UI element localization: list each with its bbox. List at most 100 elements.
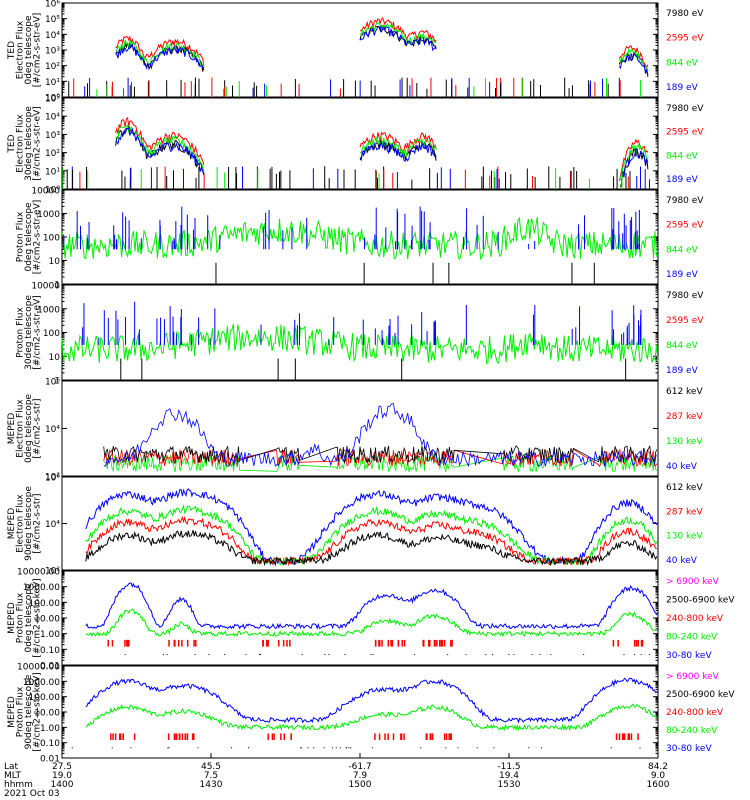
y-tick-label: 10⁰ [45,186,60,196]
y-axis-label-line: [#/cm2-s-str-eV] [33,13,43,88]
y-axis-label-line: [#/cm2-s-str] [33,398,43,458]
legend-entry: 80-240 keV [666,633,718,643]
y-tick-label: 10³ [45,131,60,141]
x-row-label: MLT [4,771,22,781]
flux-dot [194,654,196,656]
flux-dot [370,654,372,656]
flux-dot [197,747,199,749]
x-tick-lat: 45.5 [201,762,221,772]
y-tick-label: 10⁶ [45,378,60,388]
legend-entry: 30-80 keV [666,651,712,661]
flux-dot [457,747,459,749]
legend-entry: 2595 eV [666,316,704,326]
x-tick-hhmm: 1500 [349,780,372,790]
flux-dot [528,747,530,749]
flux-trace [103,453,658,473]
panel-data [103,403,658,473]
y-axis-label-line: Proton Flux [16,307,26,358]
x-tick-lat: -61.7 [348,762,371,772]
panel-data [61,17,649,97]
legend-entry: 612 keV [666,387,703,397]
y-tick-label: 10⁶ [45,474,60,484]
flux-trace [620,147,649,181]
panel-data [61,301,659,380]
flux-trace [85,677,658,724]
y-tick-label: 10⁴ [45,520,60,530]
panel-7: 0.01 0.10 1.00 10.00 100.00 1000.00 10000.00 ME… [7,568,735,672]
x-tick-lat: 27.5 [52,762,72,772]
legend-entry: 7980 eV [666,104,704,114]
flux-dot [328,654,330,656]
y-axis-label-line: [#/cm2-s-str-keV] [33,672,43,751]
y-tick-label: 100.00 [29,599,61,609]
flux-dot [540,747,542,749]
flux-dot [300,747,302,749]
flux-dot [224,654,226,656]
flux-trace [359,140,437,162]
y-axis-label-line: Electron Flux [16,399,26,458]
x-tick-mlt: 19.0 [52,771,72,781]
flux-trace [115,127,205,176]
legend-entry: 189 eV [666,83,699,93]
y-tick-label: 10¹ [45,167,60,177]
legend-entry: 2500-6900 keV [666,690,735,700]
flux-dot [583,654,585,656]
flux-trace [85,504,658,567]
y-tick-label: 10⁰ [45,94,60,104]
flux-dot [445,747,447,749]
x-tick-hhmm: 1430 [200,780,223,790]
y-axis-label-line: MEPED [7,696,17,728]
legend-entry: 7980 eV [666,196,704,206]
flux-dot [300,747,302,749]
y-axis-label-line: 30deg telescope [24,106,34,181]
legend-entry: 189 eV [666,270,699,280]
legend-entry: 844 eV [666,58,699,68]
flux-dot [413,654,415,656]
y-axis-label-line: 0deg telescope [24,394,34,464]
flux-trace [85,608,657,638]
y-axis-label-line: Electron Flux [16,114,26,173]
panel-data [62,116,650,189]
flux-trace [359,25,437,52]
y-tick-label: 10² [45,62,60,72]
y-axis-label-line: Electron Flux [16,20,26,79]
flux-dot [71,747,73,749]
legend-entry: > 6900 keV [666,672,720,682]
y-axis-label-line: MEPED [7,602,17,634]
flux-dot [245,654,247,656]
flux-trace [61,323,659,366]
x-tick-mlt: 7.5 [204,771,218,781]
legend-entry: 2595 eV [666,128,704,138]
y-axis-label-line: 0deg telescope [24,202,34,272]
panel-frame [61,570,659,666]
flux-trace [359,131,437,153]
panel-8: 0.01 0.10 1.00 10.00 100.00 1000.00 10000.00 ME… [7,663,735,765]
x-tick-mlt: 9.0 [651,771,666,781]
flux-dot [339,747,341,749]
panel-frame [61,380,659,477]
y-axis-label-line: Electron Flux [16,494,26,553]
panel-data [71,677,658,749]
flux-trace [359,136,437,158]
flux-dot [332,747,334,749]
flux-trace [103,403,657,468]
flux-dot [550,654,552,656]
flux-trace [85,703,658,732]
legend-entry: 80-240 keV [666,726,718,736]
legend-entry: 240-800 keV [666,708,724,718]
x-tick-hhmm: 1400 [51,780,74,790]
y-tick-label: 10⁵ [45,95,60,105]
y-tick-label: 10.00 [34,709,60,719]
y-axis-label-line: 30deg telescope [24,295,34,370]
y-tick-label: 100 [43,234,60,244]
flux-dot [639,747,641,749]
flux-dot [124,654,126,656]
flux-dot [166,654,168,656]
flux-dot [231,747,233,749]
flux-dot [259,654,261,656]
y-axis-label-line: 90deg telescope [24,486,34,561]
